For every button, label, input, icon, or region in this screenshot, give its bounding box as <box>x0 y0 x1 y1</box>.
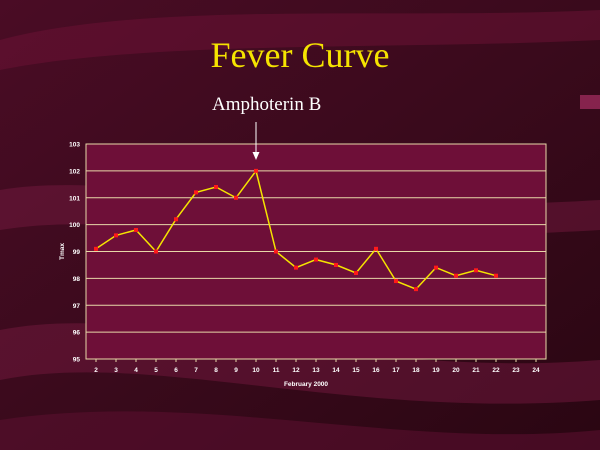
x-tick-label: 8 <box>214 367 218 374</box>
data-point <box>234 195 238 200</box>
x-tick-label: 18 <box>412 367 420 374</box>
data-point <box>354 271 358 275</box>
x-tick-label: 3 <box>114 367 118 374</box>
x-tick-label: 7 <box>194 367 198 374</box>
annotation-arrow <box>252 122 260 160</box>
x-tick-label: 13 <box>312 367 320 374</box>
x-tick-label: 24 <box>532 367 540 374</box>
x-tick-label: 22 <box>492 367 500 374</box>
data-point <box>134 228 138 232</box>
y-axis-label: Tmax <box>59 243 66 260</box>
page-title: Fever Curve <box>210 35 390 75</box>
y-tick-label: 100 <box>69 222 80 229</box>
x-tick-label: 9 <box>234 367 238 374</box>
data-point <box>274 249 278 254</box>
x-tick-label: 23 <box>512 367 520 374</box>
data-point <box>214 185 218 189</box>
data-point <box>94 246 98 251</box>
x-tick-label: 11 <box>273 367 280 374</box>
y-tick-label: 96 <box>73 330 81 337</box>
data-point <box>454 273 458 278</box>
x-tick-label: 10 <box>252 367 260 374</box>
x-tick-label: 20 <box>452 367 460 374</box>
x-tick-label: 17 <box>392 367 400 374</box>
x-tick-label: 16 <box>372 367 380 374</box>
x-tick-label: 2 <box>94 367 98 374</box>
data-point <box>474 268 478 273</box>
y-tick-label: 102 <box>69 168 80 175</box>
data-points <box>94 168 498 292</box>
data-point <box>174 217 178 222</box>
data-point <box>494 273 498 278</box>
data-point <box>314 257 318 262</box>
x-tick-label: 19 <box>432 367 440 374</box>
data-point <box>334 262 338 267</box>
x-tick-label: 15 <box>352 367 360 374</box>
y-tick-label: 103 <box>69 142 80 149</box>
data-point <box>194 190 198 195</box>
annotation-label: Amphoterin B <box>212 94 322 115</box>
arrow-head <box>252 152 260 160</box>
y-tick-label: 101 <box>69 195 80 202</box>
x-tick-label: 12 <box>292 367 300 374</box>
data-point <box>294 265 298 270</box>
data-point <box>434 265 438 270</box>
x-tick-label: 21 <box>472 367 480 374</box>
x-tick-label: 14 <box>332 367 340 374</box>
grid-lines <box>86 143 546 360</box>
y-tick-label: 97 <box>73 303 81 310</box>
y-axis-ticks: 95 96 97 98 99 100 101 102 103 <box>69 142 80 364</box>
data-point <box>374 246 378 251</box>
x-tick-label: 6 <box>174 367 178 374</box>
data-point <box>154 249 158 254</box>
data-point <box>254 168 258 173</box>
y-tick-label: 98 <box>73 276 81 283</box>
x-axis-label: February 2000 <box>284 381 328 388</box>
y-tick-label: 95 <box>73 357 81 364</box>
data-point <box>394 279 398 284</box>
x-tick-label: 5 <box>154 367 158 374</box>
x-tick-label: 4 <box>134 367 138 374</box>
data-point <box>114 233 118 238</box>
y-tick-label: 99 <box>73 249 81 256</box>
x-axis-ticks: 2 3 4 5 6 7 8 9 10 11 12 13 14 15 16 17 18 19 20 21 22 23 24 <box>94 359 540 374</box>
data-point <box>414 287 418 292</box>
